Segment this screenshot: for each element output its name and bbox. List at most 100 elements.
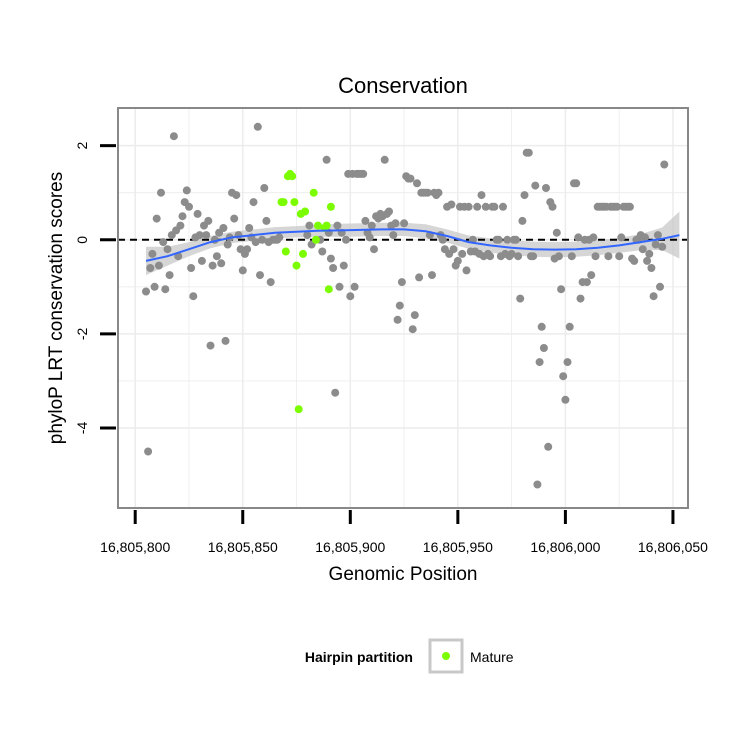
data-point (169, 132, 178, 141)
data-point (529, 252, 538, 261)
data-point (557, 285, 566, 294)
data-point (490, 202, 499, 211)
data-point (385, 207, 393, 216)
y-tick-label: 2 (74, 141, 90, 149)
x-tick-label: 16,806,000 (530, 539, 600, 555)
data-point (182, 186, 191, 195)
x-tick-label: 16,805,800 (100, 539, 170, 555)
data-point (533, 480, 542, 489)
data-point (212, 252, 221, 261)
data-point (645, 249, 654, 258)
legend-title: Hairpin partition (305, 649, 413, 665)
data-point (438, 235, 447, 244)
mature-point (322, 221, 331, 230)
data-point (249, 198, 258, 207)
data-point (615, 252, 624, 261)
data-point (660, 160, 669, 169)
mature-point (314, 221, 322, 230)
data-point (531, 181, 540, 190)
data-point (391, 219, 400, 228)
data-point (449, 245, 458, 254)
data-point (572, 179, 581, 188)
mature-point (288, 172, 297, 181)
data-point (223, 240, 232, 249)
data-point (539, 344, 548, 352)
data-point (189, 292, 198, 301)
data-point (408, 325, 417, 334)
data-point (331, 388, 340, 397)
data-point (649, 292, 658, 301)
mature-point (324, 285, 333, 294)
mature-point (311, 235, 320, 244)
data-point (361, 216, 370, 225)
data-point (148, 249, 157, 258)
data-point (447, 200, 456, 209)
data-point (582, 278, 591, 287)
data-point (195, 231, 204, 240)
data-point (397, 278, 406, 287)
data-point (473, 202, 482, 211)
data-point (193, 209, 202, 218)
data-point (253, 122, 262, 131)
mature-point (301, 207, 310, 216)
data-point (453, 256, 462, 265)
confidence-band (146, 211, 680, 276)
panel-border (117, 107, 689, 509)
data-point (428, 271, 436, 280)
data-point (638, 245, 647, 254)
data-point (630, 256, 639, 265)
data-point (514, 252, 523, 261)
data-point (217, 259, 226, 268)
x-tick-label: 16,805,900 (315, 539, 385, 555)
legend-key-mature (442, 652, 450, 660)
data-point (656, 282, 664, 291)
data-point (400, 219, 409, 228)
data-point (346, 292, 355, 301)
data-point (625, 202, 634, 211)
data-point (494, 235, 503, 244)
data-point (208, 261, 217, 270)
data-point (256, 271, 264, 280)
data-point (658, 242, 667, 251)
data-point (243, 245, 252, 254)
data-point (144, 447, 153, 456)
data-point (185, 202, 193, 211)
data-point (350, 282, 359, 291)
data-point (511, 235, 520, 244)
mature-point (309, 188, 318, 197)
data-point (275, 233, 284, 242)
data-point (481, 202, 490, 211)
data-point (565, 322, 574, 331)
data-point (486, 252, 495, 261)
data-point (643, 256, 652, 265)
x-tick-label: 16,805,950 (423, 539, 493, 555)
data-point (520, 191, 529, 200)
x-axis-title: Genomic Position (329, 564, 478, 585)
data-point (142, 287, 150, 296)
data-point (499, 202, 507, 211)
data-point (157, 188, 165, 197)
y-tick-label: -2 (74, 327, 90, 340)
data-point (413, 179, 421, 188)
data-point (574, 233, 583, 242)
data-point (604, 252, 613, 261)
data-point (303, 231, 312, 240)
data-point (423, 188, 432, 197)
x-axis: 16,805,800 16,805,850 16,805,900 16,805,950… (100, 510, 708, 555)
data-point (262, 216, 271, 225)
data-point (150, 282, 159, 291)
data-point (251, 238, 260, 247)
data-point (544, 442, 553, 451)
y-tick-label: -4 (74, 422, 90, 435)
x-tick-label: 16,806,050 (638, 539, 708, 555)
chart-title: Conservation (338, 73, 468, 98)
data-point (552, 228, 561, 237)
data-point (204, 216, 213, 225)
data-point (587, 271, 596, 280)
data-point (365, 233, 374, 242)
mature-point (299, 249, 307, 258)
data-point (380, 155, 389, 164)
data-point (165, 271, 174, 280)
panel-background (118, 108, 688, 508)
